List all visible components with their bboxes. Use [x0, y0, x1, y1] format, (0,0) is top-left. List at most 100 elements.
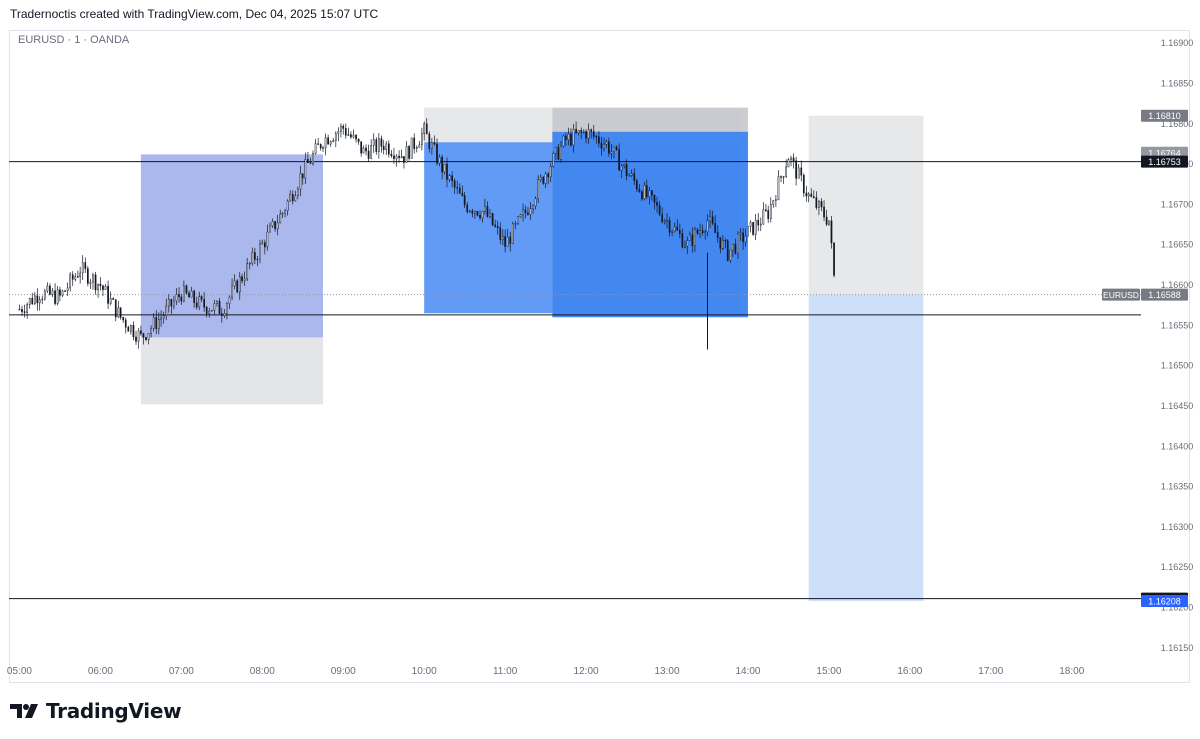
candle	[367, 144, 370, 162]
candle	[537, 175, 540, 203]
candle-body	[582, 131, 585, 133]
candle	[433, 135, 436, 146]
candle-body	[769, 204, 772, 219]
candle-body	[491, 213, 494, 226]
candle	[810, 188, 813, 198]
candle-body	[188, 292, 190, 298]
candle	[651, 189, 653, 201]
long-position-1-target-zone	[140, 154, 323, 338]
candle	[64, 290, 66, 292]
candle	[205, 305, 208, 318]
candle-body	[613, 146, 615, 152]
candle-body	[724, 239, 727, 242]
candle-body	[484, 206, 486, 212]
candle-body	[663, 220, 666, 223]
candle-body	[759, 223, 762, 226]
short-position-2[interactable]	[552, 107, 748, 318]
candle	[150, 325, 152, 338]
candle	[324, 133, 327, 156]
position-tools	[140, 107, 924, 602]
candle	[446, 157, 448, 188]
candle	[269, 222, 271, 233]
candle-body	[684, 245, 686, 248]
candle	[251, 247, 254, 266]
candle	[828, 220, 830, 226]
candle	[135, 330, 137, 345]
candle-body	[802, 174, 805, 194]
candle	[49, 283, 51, 296]
candle	[479, 210, 481, 221]
candle-body	[180, 296, 183, 302]
candle-body	[767, 210, 770, 219]
candle-body	[451, 175, 453, 182]
candle	[795, 156, 797, 186]
candle-body	[405, 146, 408, 163]
candle-body	[274, 221, 276, 230]
candle-body	[226, 303, 228, 314]
short-position-3[interactable]	[808, 115, 924, 602]
candle	[722, 235, 724, 250]
candle-body	[421, 133, 423, 146]
candle	[299, 165, 302, 197]
chart-caption: Tradernoctis created with TradingView.co…	[10, 7, 379, 21]
candle-body	[678, 229, 681, 234]
candle	[112, 297, 115, 300]
candle-body	[54, 290, 56, 304]
candle-body	[825, 216, 828, 225]
candle-body	[190, 290, 193, 298]
candle-body	[135, 336, 137, 342]
symbol-label[interactable]: EURUSD · 1 · OANDA	[18, 34, 130, 46]
candle	[757, 213, 760, 232]
candle	[77, 270, 79, 278]
candles	[18, 118, 835, 350]
candle	[527, 207, 529, 216]
candle-body	[527, 212, 529, 215]
candle-body	[514, 223, 517, 225]
candle-body	[248, 262, 251, 265]
candle-body	[666, 220, 668, 222]
candle	[94, 271, 97, 295]
candle	[792, 153, 795, 169]
candle-body	[99, 283, 102, 287]
candle	[453, 178, 456, 194]
candle-body	[312, 153, 314, 164]
candle-body	[185, 285, 188, 294]
candle-body	[706, 220, 709, 233]
candle	[142, 332, 145, 345]
candle-body	[656, 202, 658, 206]
candle	[542, 176, 545, 185]
candle-body	[140, 330, 142, 334]
candle	[787, 157, 790, 168]
candle	[603, 137, 605, 152]
candle-body	[193, 290, 196, 303]
candle-body	[360, 141, 363, 154]
candle-body	[476, 211, 479, 216]
candle-body	[64, 290, 66, 292]
candle-body	[281, 212, 284, 215]
footer-logo[interactable]: TradingView	[10, 699, 182, 723]
candle-body	[714, 222, 717, 233]
candle	[560, 141, 562, 163]
candle	[28, 297, 31, 309]
candle	[160, 310, 162, 327]
candle-body	[739, 232, 742, 235]
candle-body	[301, 173, 304, 179]
candle-body	[36, 295, 39, 304]
candle-body	[686, 240, 689, 247]
candle-body	[367, 150, 370, 159]
candle	[147, 332, 150, 345]
candle-body	[481, 211, 484, 218]
candle	[506, 229, 509, 247]
candle-body	[238, 276, 241, 293]
candle-body	[117, 307, 120, 318]
candle	[117, 300, 120, 319]
candle	[357, 138, 360, 145]
candle-body	[557, 147, 560, 160]
chart-frame[interactable]	[9, 30, 1190, 683]
candle-body	[446, 163, 448, 180]
candle-body	[699, 230, 701, 234]
candle-body	[23, 311, 26, 313]
candle	[365, 144, 367, 156]
candle	[598, 131, 600, 148]
